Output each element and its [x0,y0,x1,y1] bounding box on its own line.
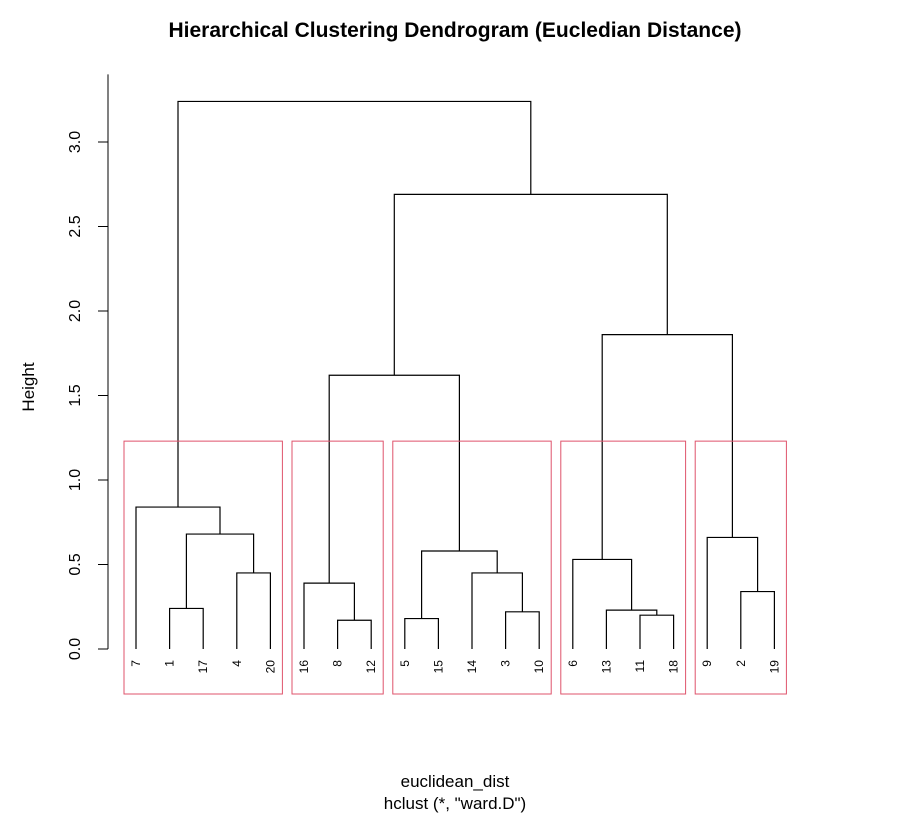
leaf-label: 8 [331,660,345,667]
y-axis-label: Height [19,362,38,411]
leaf-label: 9 [700,660,714,667]
dendrogram-link [337,619,372,649]
leaf-label: 1 [163,660,177,667]
leaf-label: 7 [129,660,143,667]
leaf-labels: 7 1 17 4 20 16 8 12 5 15 14 3 10 6 13 11 18 9 2 19 [129,660,781,674]
y-tick-label: 2.5 [67,215,84,237]
cluster-rect [560,440,687,695]
cluster-rect [694,440,787,695]
leaf-label: 4 [230,660,244,667]
cluster-rect [392,440,552,695]
dendrogram-links [135,100,775,649]
dendrogram-link [393,193,668,376]
x-axis-sublabel: hclust (*, "ward.D") [384,794,526,813]
y-tick-label: 0.0 [67,638,84,660]
dendrogram-link [572,558,633,649]
y-tick-label: 3.0 [67,131,84,153]
leaf-label: 19 [767,660,781,674]
cluster-rect [291,440,384,695]
dendrogram-link [236,572,271,649]
y-axis: 0.0 0.5 1.0 1.5 2.0 2.5 3.0 [67,74,109,660]
leaf-label: 14 [465,660,479,674]
dendrogram-link [404,617,439,649]
y-tick-label: 0.5 [67,553,84,575]
dendrogram-link [303,582,355,649]
dendrogram-link [471,572,523,649]
x-axis-label: euclidean_dist [401,772,510,791]
leaf-label: 2 [734,660,748,667]
chart-title: Hierarchical Clustering Dendrogram (Eucl… [169,19,742,42]
leaf-label: 3 [499,660,513,667]
y-tick-label: 2.0 [67,300,84,322]
dendrogram-link [639,614,675,649]
dendrogram-link [740,590,775,649]
leaf-label: 16 [297,660,311,674]
dendrogram-link [185,533,255,609]
cluster-rect [123,440,283,695]
y-tick-label: 1.0 [67,469,84,491]
leaf-label: 15 [431,660,445,674]
leaf-label: 6 [566,660,580,667]
dendrogram-link [605,609,658,649]
leaf-label: 17 [196,660,210,674]
leaf-label: 5 [398,660,412,667]
dendrogram-link [706,536,759,649]
dendrogram-link [505,611,540,649]
y-tick-label: 1.5 [67,384,84,406]
dendrogram-link [328,374,460,584]
dendrogram-link [177,100,532,508]
leaf-label: 20 [263,660,277,674]
dendrogram-link [169,607,204,649]
dendrogram-link [421,550,498,619]
leaf-label: 11 [633,660,647,673]
cluster-rectangles [123,440,787,695]
dendrogram-link [135,506,221,649]
leaf-label: 18 [667,660,681,674]
leaf-label: 10 [532,660,546,674]
leaf-label: 12 [364,660,378,674]
dendrogram-link [601,334,733,560]
leaf-label: 13 [599,660,613,674]
